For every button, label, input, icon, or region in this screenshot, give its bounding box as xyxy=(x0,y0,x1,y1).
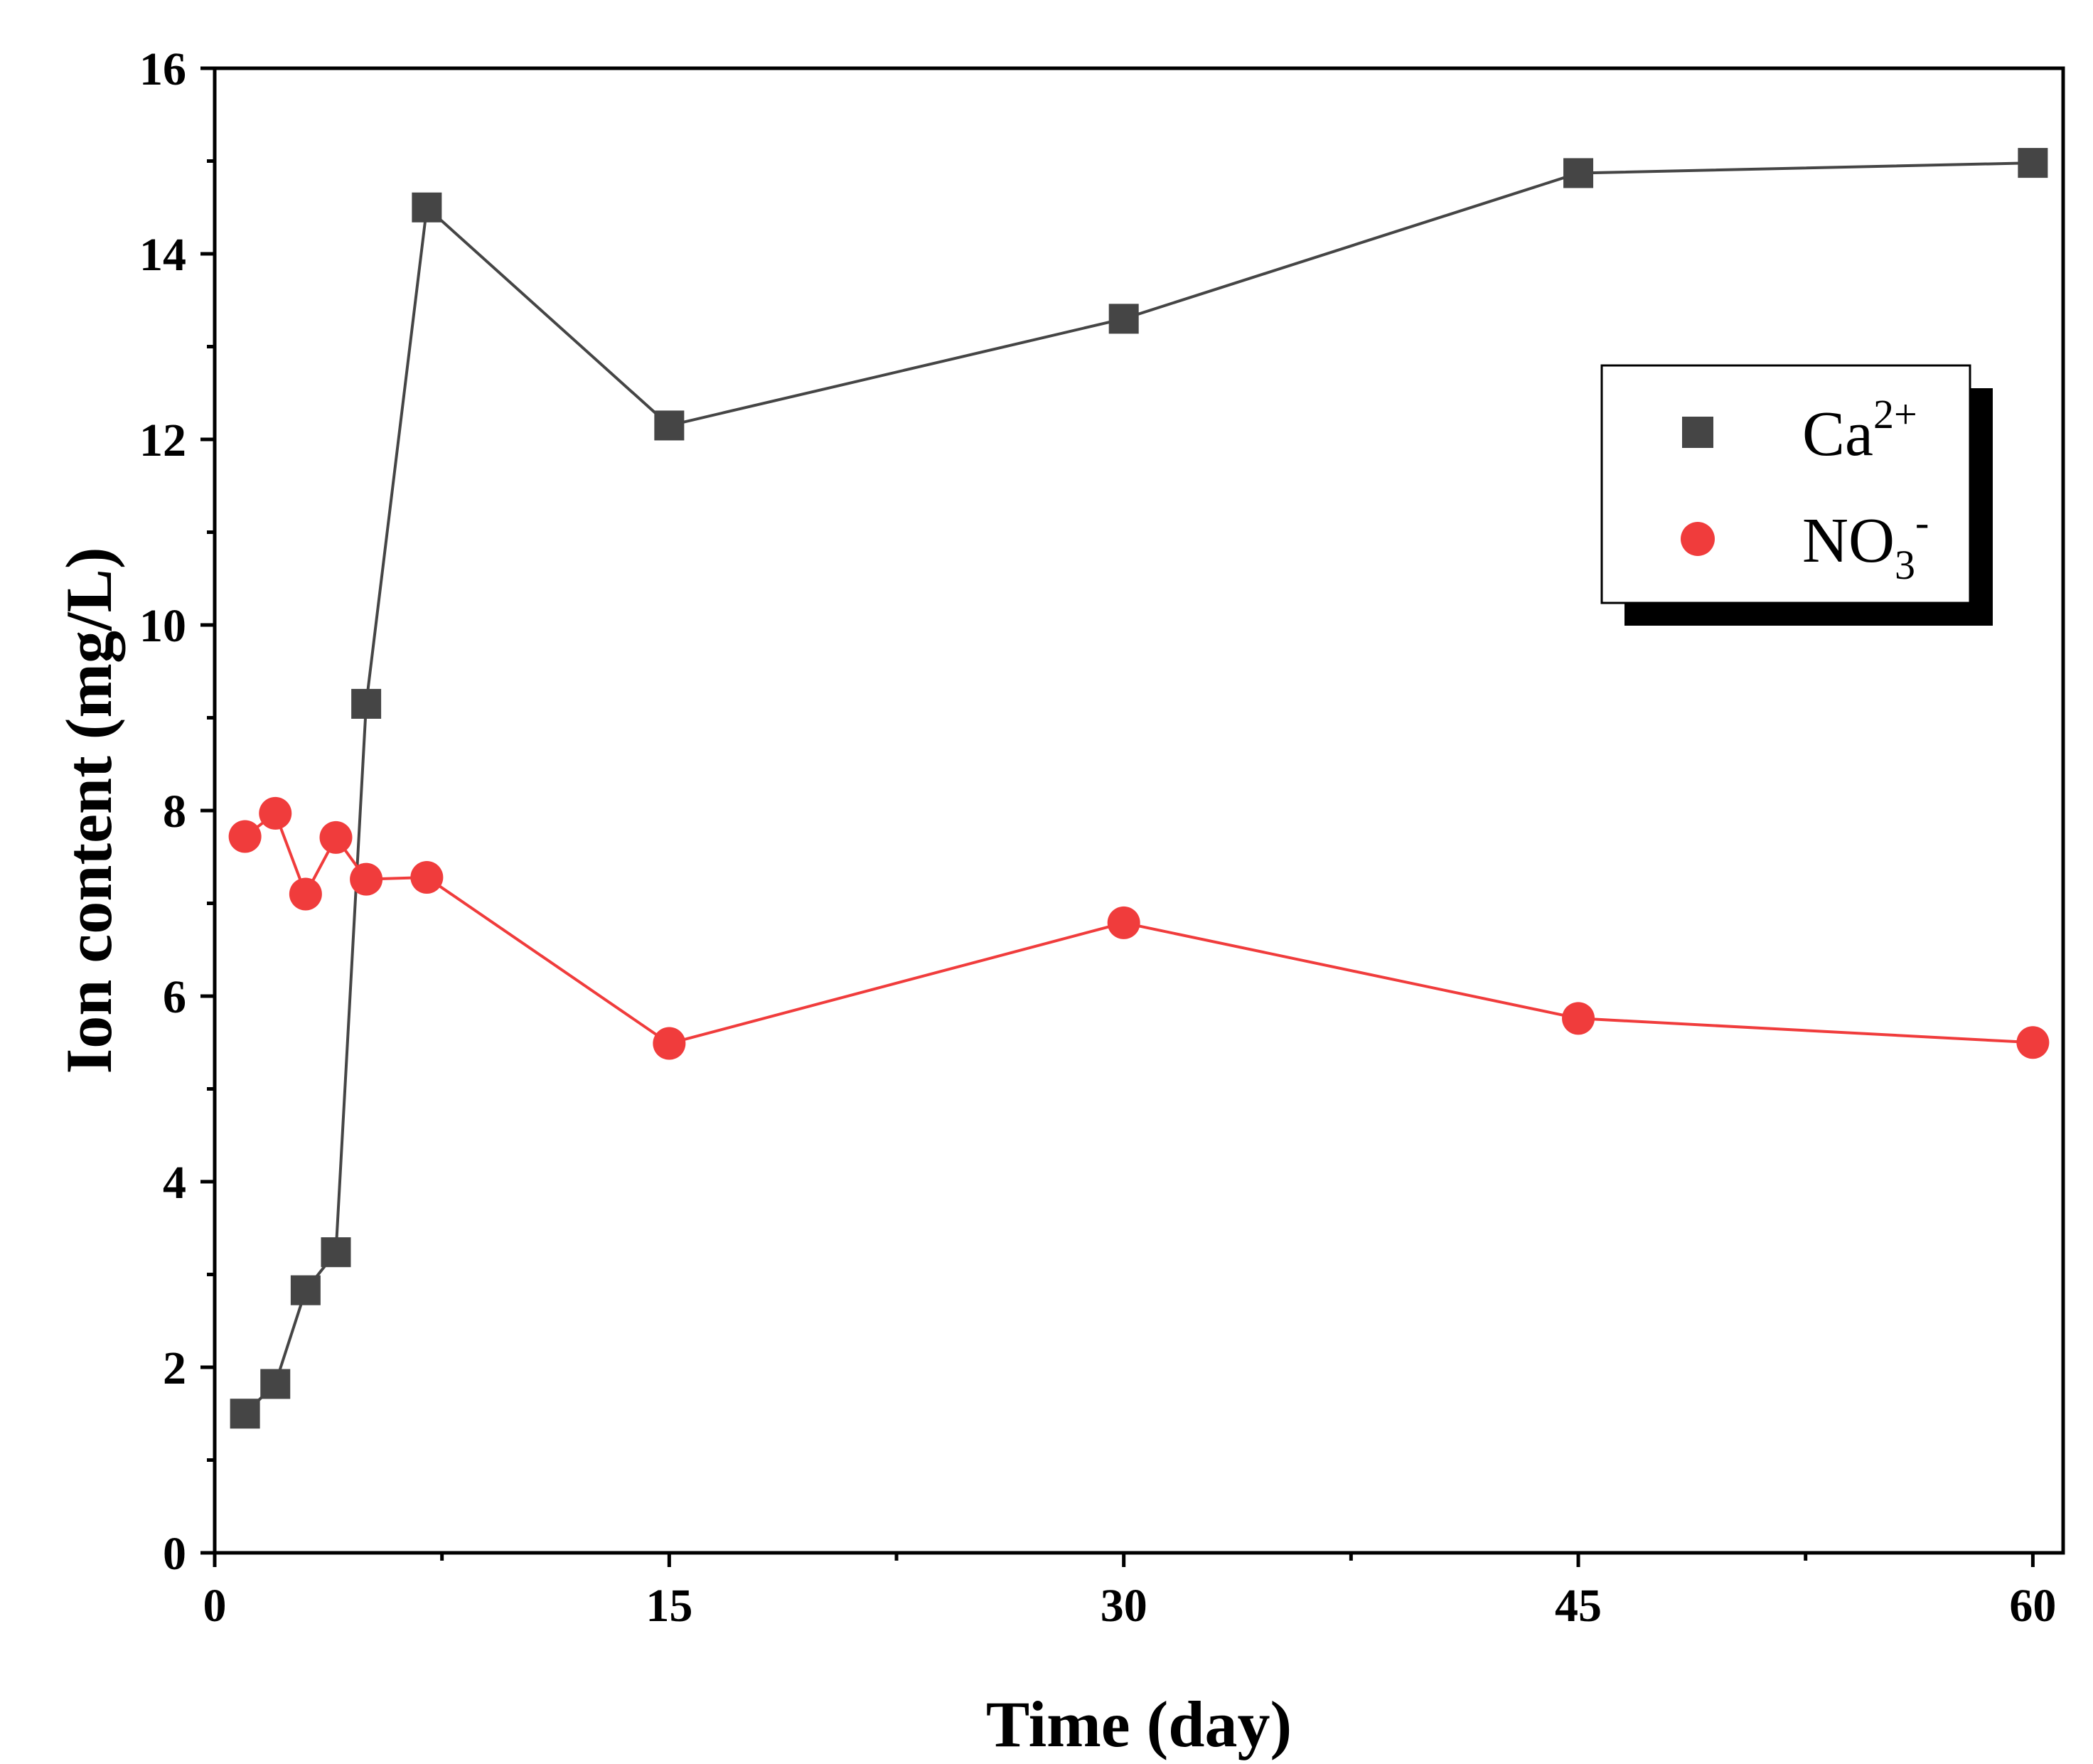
data-point xyxy=(321,1237,351,1268)
y-tick-label: 14 xyxy=(139,229,186,281)
data-point xyxy=(654,410,685,441)
axes-layer: 0 15 30 45 60 0 2 4 6 8 10 12 14 16 xyxy=(139,43,2056,1632)
legend-marker-square xyxy=(1682,417,1713,448)
x-axis-title: Time (day) xyxy=(986,1688,1292,1760)
data-point xyxy=(2016,1026,2050,1059)
y-tick-label: 0 xyxy=(163,1528,186,1580)
y-tick-label: 2 xyxy=(163,1342,186,1394)
series-NO3- xyxy=(228,796,2050,1060)
data-point xyxy=(289,877,322,911)
data-point xyxy=(260,1369,291,1399)
x-tick-label: 15 xyxy=(646,1580,692,1632)
legend-label: NO3- xyxy=(1802,499,1929,588)
data-point xyxy=(230,1399,260,1429)
legend: Ca2+ NO3- xyxy=(1600,364,1993,626)
series-line xyxy=(244,161,2033,1415)
x-tick-label: 60 xyxy=(2009,1580,2056,1632)
y-tick-label: 6 xyxy=(163,971,186,1023)
legend-box xyxy=(1600,364,1971,604)
data-point xyxy=(653,1027,686,1060)
data-point xyxy=(2018,148,2048,178)
data-point xyxy=(259,796,292,830)
y-tick-label: 8 xyxy=(163,786,186,838)
data-point xyxy=(1562,1002,1595,1035)
data-point xyxy=(319,820,353,854)
data-point xyxy=(1107,906,1140,939)
x-tick-label: 45 xyxy=(1555,1580,1602,1632)
legend-marker-circle xyxy=(1681,522,1715,556)
data-point xyxy=(228,820,262,853)
data-point xyxy=(1563,158,1594,188)
data-point xyxy=(351,688,382,719)
x-tick-label: 30 xyxy=(1101,1580,1147,1632)
y-tick-label: 4 xyxy=(163,1157,186,1209)
legend-label: Ca2+ xyxy=(1802,391,1917,469)
y-axis-title: Ion content (mg/L) xyxy=(53,547,125,1074)
x-tick-label: 0 xyxy=(203,1580,227,1632)
data-point xyxy=(350,862,383,896)
series-layer xyxy=(228,148,2050,1429)
y-tick-label: 16 xyxy=(139,43,186,95)
y-tick-label: 10 xyxy=(139,600,186,652)
data-point xyxy=(1108,304,1139,334)
series-line xyxy=(244,811,2033,1045)
data-point xyxy=(412,192,442,223)
series-Ca2+ xyxy=(230,148,2048,1429)
data-point xyxy=(290,1275,321,1305)
y-tick-label: 12 xyxy=(139,415,186,466)
data-point xyxy=(410,860,444,894)
